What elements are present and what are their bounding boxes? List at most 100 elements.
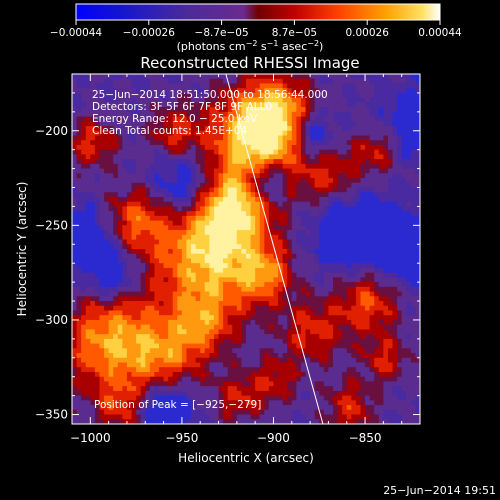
heatmap-cell (126, 111, 133, 118)
heatmap-cell (342, 135, 348, 141)
heatmap-cell (255, 296, 261, 302)
heatmap-cell (310, 163, 316, 170)
heatmap-cell (195, 329, 201, 335)
heatmap-cell (172, 102, 178, 108)
heatmap-cell (410, 296, 417, 302)
heatmap-cell (291, 253, 297, 260)
heatmap-cell (241, 159, 247, 165)
heatmap-cell (204, 83, 210, 89)
heatmap-cell (296, 258, 302, 264)
heatmap-cell (154, 343, 160, 349)
heatmap-cell (117, 192, 123, 198)
heatmap-cell (415, 144, 420, 151)
heatmap-cell (149, 97, 156, 103)
heatmap-cell (204, 315, 210, 321)
heatmap-cell (72, 334, 78, 340)
heatmap-cell (300, 263, 307, 269)
heatmap-cell (140, 206, 146, 212)
heatmap-cell (420, 277, 425, 282)
heatmap-cell (213, 282, 220, 288)
heatmap-cell (204, 324, 210, 331)
heatmap-cell (397, 267, 403, 274)
heatmap-cell (200, 173, 206, 179)
heatmap-cell (72, 173, 78, 179)
heatmap-cell (163, 353, 169, 359)
heatmap-cell (168, 182, 174, 189)
heatmap-cell (108, 211, 114, 217)
heatmap-cell (319, 239, 325, 245)
heatmap-cell (410, 253, 417, 260)
heatmap-cell (200, 315, 206, 321)
heatmap-cell (200, 319, 206, 326)
heatmap-cell (333, 126, 339, 132)
heatmap-cell (168, 357, 174, 364)
heatmap-cell (410, 282, 417, 288)
heatmap-cell (94, 239, 101, 245)
heatmap-cell (209, 116, 215, 122)
heatmap-cell (195, 196, 201, 203)
heatmap-cell (140, 121, 146, 127)
heatmap-cell (365, 334, 371, 340)
heatmap-cell (420, 150, 425, 155)
heatmap-cell (99, 107, 105, 113)
heatmap-cell (305, 130, 311, 137)
heatmap-cell (420, 102, 425, 107)
heatmap-cell (369, 192, 375, 198)
heatmap-cell (378, 272, 384, 278)
heatmap-cell (177, 159, 183, 165)
heatmap-cell (300, 272, 307, 278)
heatmap-cell (232, 343, 238, 349)
heatmap-cell (145, 258, 151, 264)
heatmap-cell (415, 107, 420, 113)
heatmap-cell (328, 296, 334, 302)
heatmap-cell (383, 135, 389, 141)
heatmap-cell (168, 78, 174, 85)
heatmap-cell (218, 324, 224, 331)
heatmap-cell (168, 338, 174, 345)
heatmap-cell (355, 305, 362, 312)
heatmap-cell (392, 249, 398, 255)
heatmap-cell (360, 130, 366, 137)
heatmap-cell (241, 196, 247, 203)
heatmap-cell (369, 239, 375, 245)
heatmap-cell (255, 149, 261, 156)
heatmap-cell (296, 371, 302, 378)
heatmap-cell (181, 277, 188, 283)
heatmap-cell (241, 83, 247, 89)
heatmap-cell (287, 121, 293, 127)
heatmap-cell (122, 291, 128, 297)
heatmap-cell (236, 107, 243, 113)
heatmap-cell (273, 376, 279, 383)
heatmap-cell (191, 130, 197, 137)
heatmap-cell (163, 107, 169, 113)
heatmap-cell (374, 149, 380, 156)
heatmap-cell (287, 234, 293, 241)
heatmap-cell (365, 92, 371, 99)
heatmap-cell (314, 121, 320, 127)
heatmap-cell (177, 102, 183, 108)
heatmap-cell (204, 225, 210, 231)
heatmap-cell (81, 121, 87, 127)
heatmap-cell (76, 291, 82, 297)
heatmap-cell (287, 211, 293, 217)
heatmap-cell (282, 301, 288, 307)
heatmap-cell (163, 126, 169, 132)
heatmap-cell (200, 234, 206, 241)
heatmap-cell (126, 220, 133, 226)
heatmap-cell (305, 329, 311, 335)
heatmap-cell (140, 173, 146, 179)
heatmap-cell (191, 362, 197, 368)
heatmap-cell (159, 140, 165, 146)
heatmap-cell (319, 192, 325, 198)
heatmap-cell (94, 353, 101, 359)
heatmap-cell (264, 154, 270, 160)
heatmap-cell (200, 376, 206, 383)
heatmap-cell (108, 249, 114, 255)
heatmap-cell (342, 116, 348, 122)
heatmap-cell (360, 154, 366, 160)
heatmap-cell (406, 201, 412, 208)
heatmap-cell (76, 220, 82, 226)
heatmap-cell (94, 334, 101, 340)
heatmap-cell (310, 154, 316, 160)
heatmap-cell (420, 197, 425, 202)
